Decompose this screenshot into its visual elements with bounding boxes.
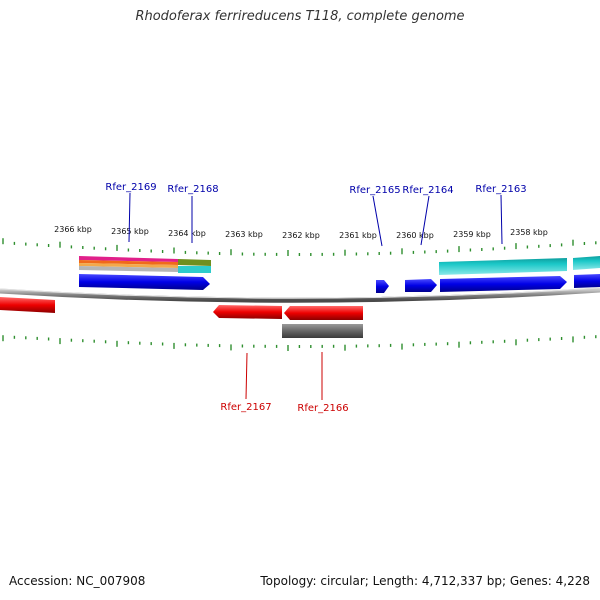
leader-line [128, 192, 131, 243]
gene-arrow-forward [574, 274, 600, 288]
top-tick-row [2, 238, 597, 256]
grey-feature [282, 324, 363, 338]
scale-label: 2362 kbp [282, 231, 320, 240]
scale-label: 2359 kbp [453, 230, 491, 239]
scale-label: 2366 kbp [54, 225, 92, 234]
scale-label: 2365 kbp [111, 227, 149, 236]
leader-line [372, 195, 383, 247]
gene-arrow-forward [405, 279, 437, 292]
gene-label[interactable]: Rfer_2167 [220, 402, 271, 413]
gene-arrow-forward [79, 274, 210, 290]
bottom-tick-row [2, 335, 597, 351]
forward-genes [79, 274, 600, 293]
gene-label[interactable]: Rfer_2169 [105, 182, 156, 193]
scale-label: 2364 kbp [168, 229, 206, 238]
gene-label[interactable]: Rfer_2165 [349, 185, 400, 196]
map-title: Rhodoferax ferrireducens T118, complete … [135, 9, 465, 24]
accession-text: Accession: NC_007908 [9, 574, 146, 588]
scale-label: 2361 kbp [339, 231, 377, 240]
gene-arrow-reverse [284, 306, 363, 320]
leader-line [500, 194, 503, 245]
scale-label: 2360 kbp [396, 231, 434, 240]
genome-backbone [0, 287, 600, 303]
genome-summary: Topology: circular; Length: 4,712,337 bp… [260, 574, 590, 588]
scale-label: 2363 kbp [225, 230, 263, 239]
feature-stack [79, 256, 211, 273]
gene-arrow-reverse [213, 305, 282, 319]
scale-label: 2358 kbp [510, 228, 548, 237]
leader-line [420, 195, 430, 246]
reverse-genes [0, 297, 363, 320]
cyan-features [439, 256, 600, 275]
gene-arrow-forward [376, 280, 389, 293]
leader-line [245, 352, 248, 400]
gene-arrow-reverse [0, 297, 55, 313]
gene-label[interactable]: Rfer_2164 [402, 185, 453, 196]
gene-label[interactable]: Rfer_2163 [475, 184, 526, 195]
gene-label[interactable]: Rfer_2166 [297, 403, 348, 414]
gene-label[interactable]: Rfer_2168 [167, 184, 218, 195]
gene-arrow-forward [440, 276, 567, 292]
